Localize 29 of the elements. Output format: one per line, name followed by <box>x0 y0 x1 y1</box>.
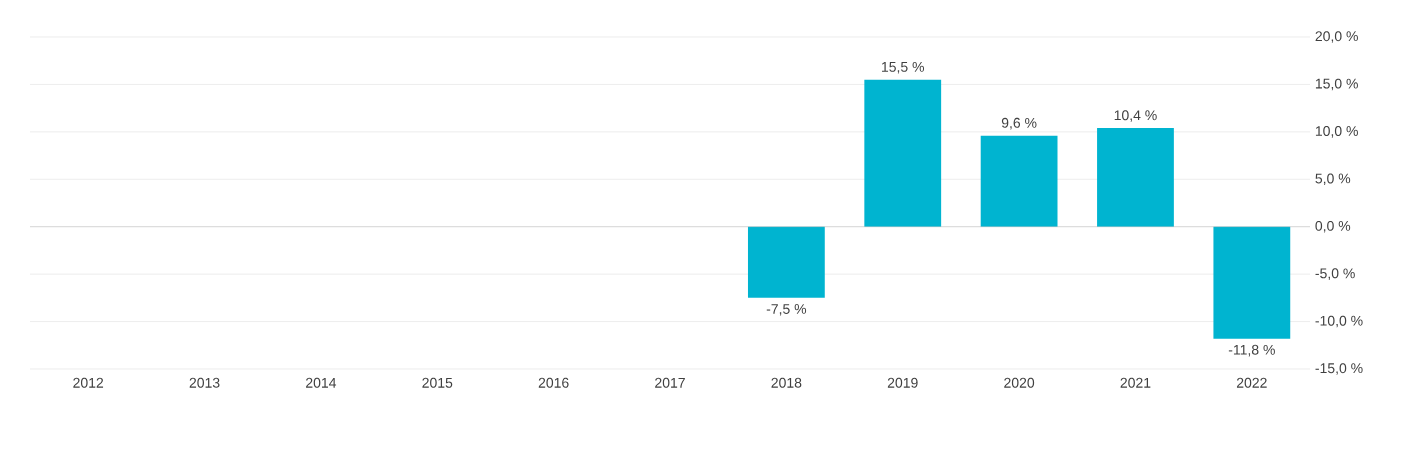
data-label: -7,5 % <box>766 304 807 316</box>
y-tick-label: -15,0 % <box>1315 363 1363 375</box>
y-tick-label: -10,0 % <box>1315 315 1363 328</box>
x-tick-label: 2013 <box>189 377 220 388</box>
bar <box>1213 226 1291 339</box>
x-tick-label: 2015 <box>422 377 453 388</box>
data-label: 15,5 % <box>882 61 925 74</box>
x-tick-label: 2014 <box>306 377 337 388</box>
bar <box>747 226 825 298</box>
bar <box>1097 128 1174 227</box>
data-label: 10,4 % <box>1114 110 1157 122</box>
y-tick-label: 0,0 % <box>1315 220 1351 233</box>
y-tick-label: 5,0 % <box>1315 173 1351 186</box>
y-tick-label: 20,0 % <box>1315 31 1358 43</box>
x-tick-label: 2018 <box>771 377 802 388</box>
y-tick-label: 15,0 % <box>1315 78 1358 91</box>
x-tick-label: 2022 <box>1236 377 1267 388</box>
x-tick-label: 2021 <box>1120 377 1151 388</box>
data-label: -11,8 % <box>1228 344 1275 357</box>
data-label: 9,6 % <box>1001 117 1037 130</box>
y-tick-label: 10,0 % <box>1315 126 1358 138</box>
bar <box>980 135 1058 227</box>
y-tick-label: -5,0 % <box>1315 268 1355 280</box>
bar <box>864 79 942 227</box>
x-tick-label: 2020 <box>1004 377 1035 388</box>
x-tick-label: 2017 <box>655 377 685 388</box>
x-tick-label: 2012 <box>73 377 104 388</box>
x-tick-label: 2019 <box>887 377 918 388</box>
x-tick-label: 2016 <box>538 377 569 388</box>
